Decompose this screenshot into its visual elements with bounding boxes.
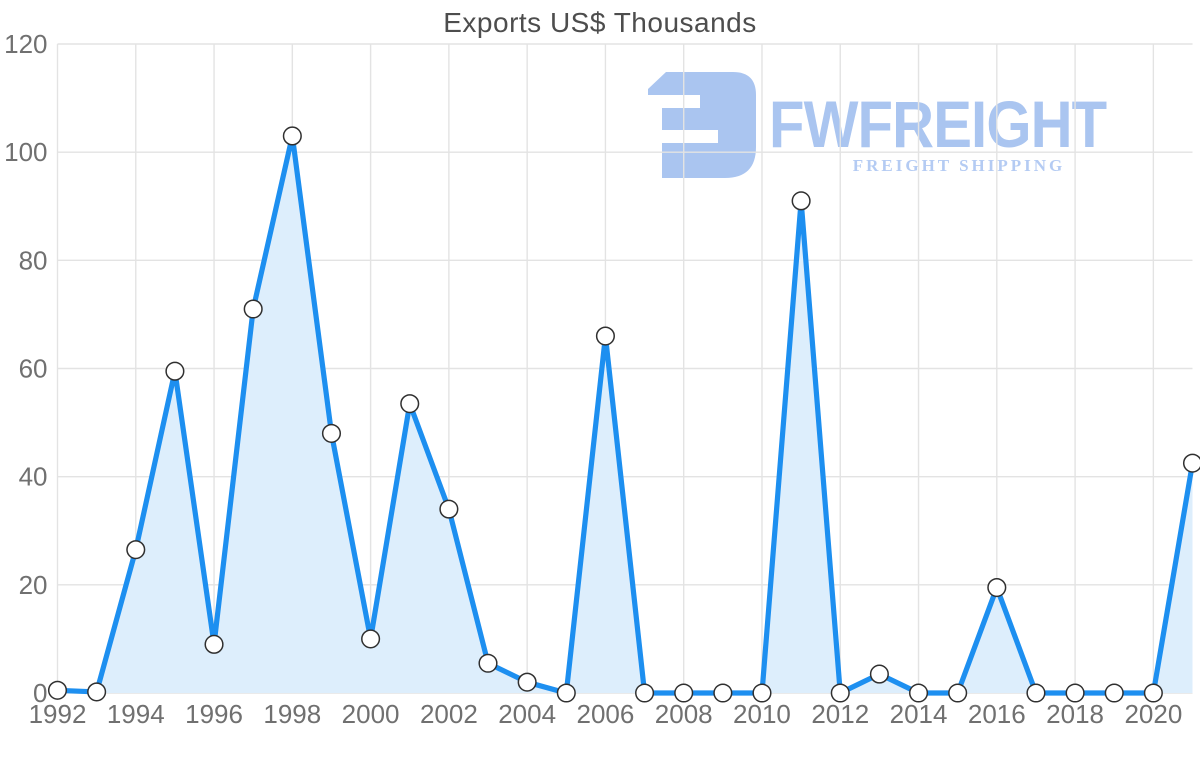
data-point-2018 — [1065, 683, 1085, 703]
y-tick-label-0: 0 — [33, 678, 47, 708]
x-tick-label-2018: 2018 — [1046, 699, 1104, 729]
data-point-2012 — [830, 683, 850, 703]
data-point-1999 — [321, 423, 342, 443]
data-point-2021 — [1182, 453, 1200, 473]
data-point-1998 — [282, 126, 302, 146]
data-point-2003 — [478, 653, 498, 673]
data-point-2005 — [556, 683, 576, 703]
x-tick-label-2002: 2002 — [420, 699, 478, 729]
x-tick-label-1992: 1992 — [29, 699, 87, 729]
x-tick-label-2000: 2000 — [342, 699, 400, 729]
area-fill — [57, 135, 1193, 694]
x-tick-label-1994: 1994 — [107, 699, 165, 729]
x-tick-label-2008: 2008 — [655, 699, 713, 729]
data-point-2000 — [361, 629, 381, 649]
x-tick-label-2016: 2016 — [968, 699, 1026, 729]
data-line — [54, 133, 1196, 696]
data-point-1992 — [47, 680, 68, 700]
data-point-2002 — [439, 499, 459, 519]
data-point-2013 — [869, 664, 889, 684]
x-tick-label-2014: 2014 — [890, 699, 948, 729]
y-tick-label-60: 60 — [19, 354, 48, 384]
data-point-1994 — [126, 540, 146, 560]
x-tick-label-1996: 1996 — [185, 699, 243, 729]
data-point-2017 — [1026, 683, 1046, 703]
y-tick-label-80: 80 — [19, 245, 48, 275]
data-point-2009 — [713, 683, 733, 703]
data-point-1996 — [204, 634, 224, 654]
x-tick-label-2004: 2004 — [498, 699, 556, 729]
data-point-2019 — [1104, 683, 1124, 703]
data-point-2006 — [595, 326, 615, 346]
data-point-2014 — [908, 683, 929, 703]
y-tick-label-120: 120 — [4, 29, 47, 59]
x-tick-label-2012: 2012 — [811, 699, 869, 729]
data-point-2015 — [948, 683, 968, 703]
data-point-2007 — [635, 683, 655, 703]
chart-title: Exports US$ Thousands — [443, 7, 757, 38]
y-tick-label-100: 100 — [4, 137, 47, 167]
data-point-1995 — [165, 361, 185, 381]
data-point-2020 — [1143, 683, 1163, 703]
data-point-2004 — [517, 672, 537, 692]
y-tick-label-20: 20 — [19, 570, 48, 600]
x-tick-label-1998: 1998 — [263, 699, 321, 729]
data-point-1997 — [243, 299, 263, 319]
data-point-2010 — [752, 683, 772, 703]
data-point-2016 — [987, 577, 1007, 598]
x-tick-label-2006: 2006 — [577, 699, 635, 729]
data-point-2001 — [400, 394, 420, 414]
data-point-1993 — [87, 682, 107, 702]
x-tick-label-2020: 2020 — [1124, 699, 1182, 729]
y-tick-label-40: 40 — [19, 462, 48, 492]
data-point-2008 — [674, 683, 694, 703]
x-tick-label-2010: 2010 — [733, 699, 791, 729]
data-point-2011 — [791, 191, 811, 211]
